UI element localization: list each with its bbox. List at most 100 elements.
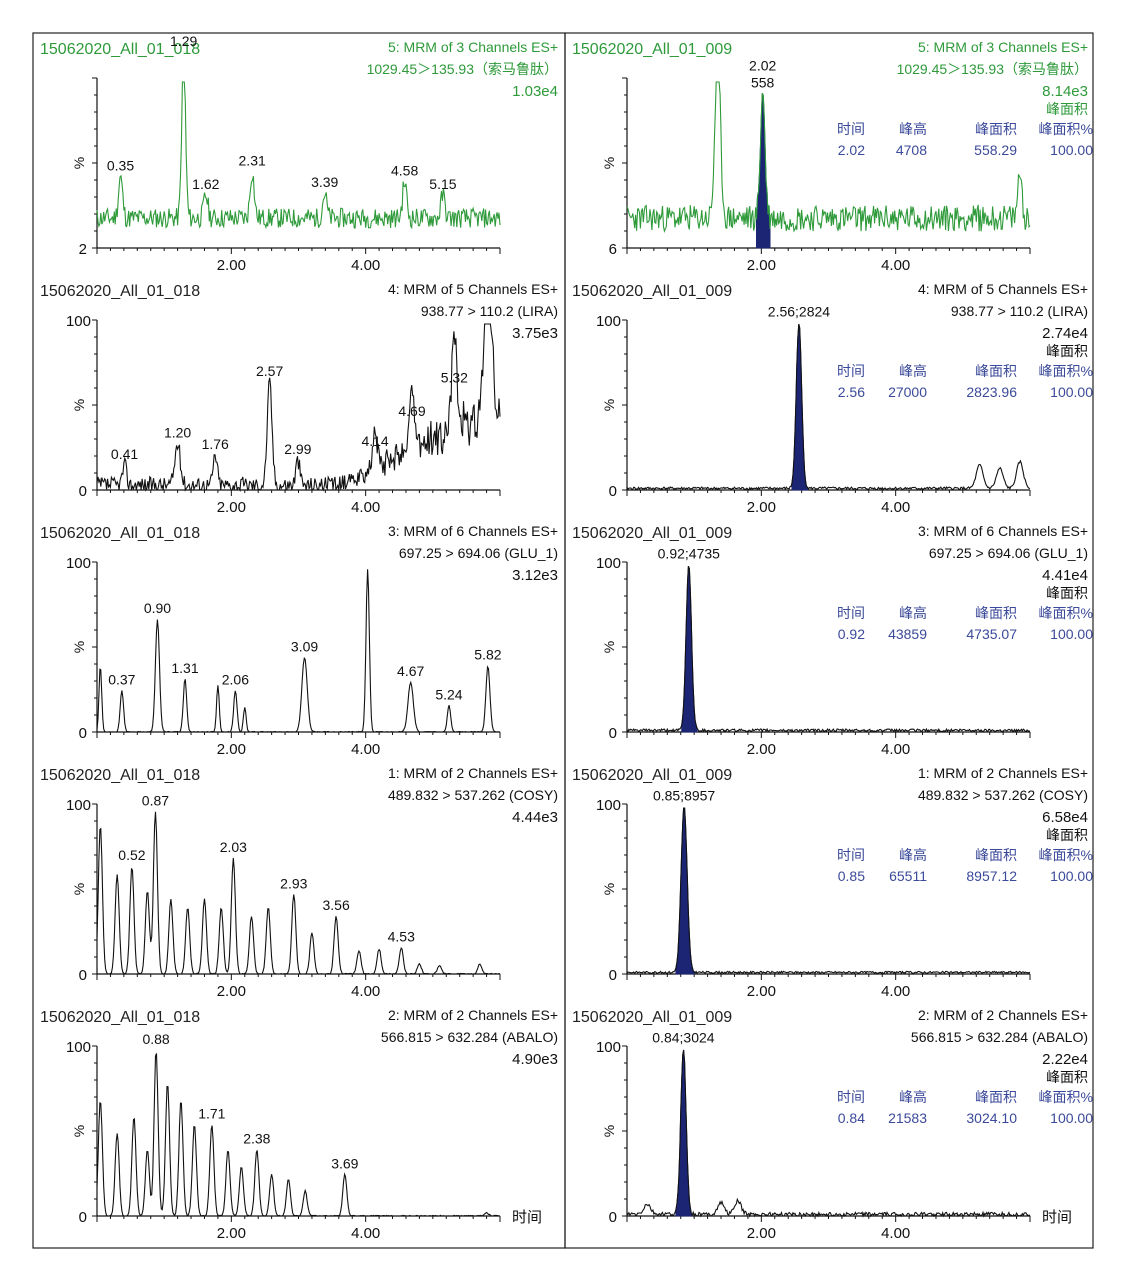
peak-table-header: 峰高 — [899, 605, 927, 621]
peak-table-header: 时间 — [837, 847, 865, 863]
intensity-label: 4.41e4 — [1042, 567, 1088, 584]
sample-name: 15062020_All_01_018 — [40, 767, 200, 784]
peak-label: 4.58 — [391, 163, 418, 179]
y-tick-label: 0 — [79, 1209, 87, 1226]
panel-right-2: 15062020_All_01_009 3: MRM of 6 Channels … — [572, 523, 1093, 758]
peak-table-value: 3024.10 — [966, 1110, 1017, 1126]
peak-table-value: 27000 — [888, 384, 927, 400]
y-axis-label: % — [71, 1125, 87, 1137]
x-tick-label: 2.00 — [217, 1225, 246, 1242]
x-tick-label: 4.00 — [351, 741, 380, 758]
y-tick-label: 0 — [79, 483, 87, 500]
peak-table-value: 21583 — [888, 1110, 927, 1126]
chromatogram-trace — [96, 1053, 500, 1217]
y-axis-label: % — [71, 157, 87, 169]
x-tick-label: 2.00 — [747, 499, 776, 516]
peak-label: 4.69 — [398, 403, 425, 419]
peak-label: 1.31 — [171, 660, 198, 676]
x-tick-label: 2.00 — [747, 257, 776, 274]
peak-table-value: 100.00 — [1050, 142, 1093, 158]
y-tick-label: 100 — [66, 1039, 91, 1056]
sample-name: 15062020_All_01_018 — [40, 41, 200, 58]
chromatogram-trace — [96, 81, 501, 230]
intensity-label: 2.74e4 — [1042, 325, 1088, 342]
x-tick-label: 2.00 — [217, 499, 246, 516]
peak-table-value: 100.00 — [1050, 1110, 1093, 1126]
peak-label: 2.99 — [284, 441, 311, 457]
sample-name: 15062020_All_01_018 — [40, 525, 200, 542]
peak-label: 2.57 — [256, 363, 283, 379]
peak-label: 2.06 — [222, 672, 249, 688]
channel-label: 5: MRM of 3 Channels ES+ — [388, 39, 558, 55]
x-tick-label: 4.00 — [351, 983, 380, 1000]
chromatogram-trace — [96, 323, 501, 493]
intensity-label: 3.12e3 — [512, 567, 558, 584]
y-tick-label: 6 — [609, 241, 617, 258]
intensity-label: 4.90e3 — [512, 1051, 558, 1068]
x-axis-label: 时间 — [1042, 1209, 1072, 1226]
x-tick-label: 2.00 — [747, 741, 776, 758]
peak-label: 5.82 — [474, 647, 501, 663]
sample-name: 15062020_All_01_009 — [572, 41, 732, 58]
panel-left-3: 15062020_All_01_018 1: MRM of 2 Channels … — [40, 765, 558, 1000]
peak-label: 2.03 — [220, 839, 247, 855]
peak-table-header: 峰高 — [899, 1089, 927, 1105]
channel-label: 4: MRM of 5 Channels ES+ — [918, 281, 1088, 297]
channel-label: 3: MRM of 6 Channels ES+ — [388, 523, 558, 539]
y-tick-label: 0 — [609, 483, 617, 500]
x-tick-label: 2.00 — [747, 983, 776, 1000]
y-axis-label: % — [71, 399, 87, 411]
sample-name: 15062020_All_01_018 — [40, 283, 200, 300]
y-tick-label: 0 — [609, 967, 617, 984]
peak-label: 0.37 — [108, 672, 135, 688]
peak-label: 1.71 — [198, 1106, 225, 1122]
panels: 15062020_All_01_018 5: MRM of 3 Channels … — [40, 33, 1093, 1242]
peak-table-header: 峰面积% — [1039, 847, 1093, 863]
chromatogram-trace — [626, 1049, 1031, 1218]
peak-table-value: 2.56 — [838, 384, 865, 400]
channel-label: 1: MRM of 2 Channels ES+ — [918, 765, 1088, 781]
peak-table-header: 峰面积 — [975, 1089, 1017, 1105]
peak-table-value: 8957.12 — [966, 868, 1017, 884]
peak-label: 5.24 — [435, 686, 462, 702]
peak-label: 0.84;3024 — [652, 1029, 714, 1045]
intensity-label: 3.75e3 — [512, 325, 558, 342]
y-tick-label: 100 — [66, 797, 91, 814]
transition-label: 489.832 > 537.262 (COSY) — [918, 787, 1088, 803]
x-axis-label: 时间 — [512, 1209, 542, 1226]
chromatogram-trace — [96, 811, 501, 975]
channel-label: 1: MRM of 2 Channels ES+ — [388, 765, 558, 781]
transition-label: 938.77 > 110.2 (LIRA) — [951, 303, 1088, 319]
intensity-label: 1.03e4 — [512, 83, 558, 100]
x-tick-label: 2.00 — [747, 1225, 776, 1242]
peak-table-header: 峰面积 — [975, 363, 1017, 379]
peak-label: 4.67 — [397, 663, 424, 679]
chromatogram-trace — [626, 807, 1031, 975]
x-tick-label: 4.00 — [881, 983, 910, 1000]
channel-label: 2: MRM of 2 Channels ES+ — [918, 1007, 1088, 1023]
peak-area-caption: 峰面积 — [1046, 343, 1088, 359]
peak-label: 0.90 — [144, 600, 171, 616]
peak-table-header: 峰面积% — [1039, 121, 1093, 137]
y-axis-label: % — [601, 1125, 617, 1137]
peak-label: 0.52 — [118, 847, 145, 863]
sample-name: 15062020_All_01_009 — [572, 767, 732, 784]
channel-label: 2: MRM of 2 Channels ES+ — [388, 1007, 558, 1023]
transition-label: 566.815 > 632.284 (ABALO) — [911, 1029, 1088, 1045]
y-tick-label: 0 — [609, 725, 617, 742]
panel-right-0: 15062020_All_01_009 5: MRM of 3 Channels … — [572, 39, 1093, 274]
peak-label: 558 — [751, 75, 775, 91]
peak-table-header: 峰高 — [899, 363, 927, 379]
peak-table-value: 0.85 — [838, 868, 865, 884]
intensity-label: 8.14e3 — [1042, 83, 1088, 100]
figure-frame-right — [564, 32, 1094, 1249]
x-tick-label: 4.00 — [351, 499, 380, 516]
x-tick-label: 4.00 — [881, 741, 910, 758]
x-tick-label: 4.00 — [881, 1225, 910, 1242]
peak-label: 0.85;8957 — [653, 787, 715, 803]
peak-table-value: 0.92 — [838, 626, 865, 642]
y-tick-label: 0 — [79, 967, 87, 984]
y-axis-label: % — [601, 157, 617, 169]
peak-area-caption: 峰面积 — [1046, 1069, 1088, 1085]
peak-label: 4.14 — [361, 433, 388, 449]
